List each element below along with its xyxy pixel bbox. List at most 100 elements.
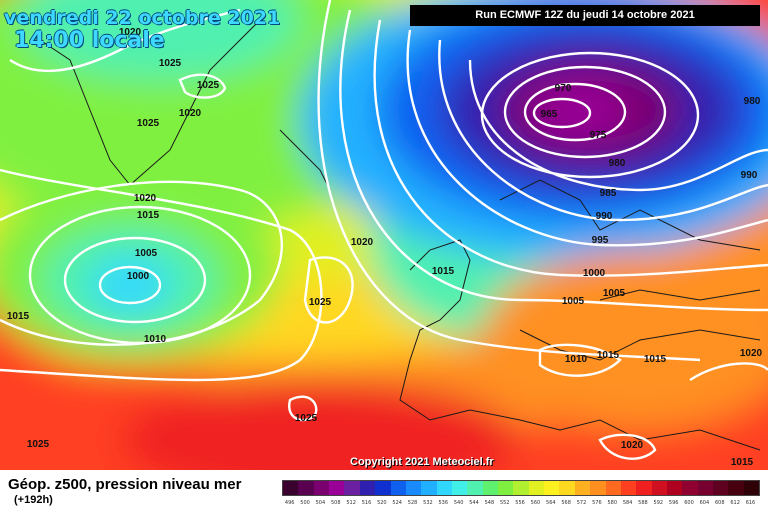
scale-swatch bbox=[329, 481, 345, 495]
coastlines bbox=[39, 19, 761, 451]
scale-label: 600 bbox=[684, 500, 694, 506]
scale-label: 532 bbox=[423, 500, 433, 506]
scale-swatch bbox=[498, 481, 514, 495]
isobar-labels: 1020 1025 1025 1020 1025 1020 1015 1005 … bbox=[7, 27, 763, 468]
scale-swatch bbox=[451, 481, 468, 495]
scale-swatch bbox=[651, 481, 667, 495]
scale-label: 496 bbox=[284, 500, 295, 506]
color-scale bbox=[282, 480, 760, 496]
isobar-label: 1025 bbox=[295, 413, 318, 424]
scale-label: 612 bbox=[730, 500, 740, 506]
scale-swatch bbox=[590, 481, 606, 495]
scale-swatch bbox=[513, 481, 529, 495]
scale-swatch bbox=[421, 481, 437, 495]
legend-subtitle: (+192h) bbox=[14, 494, 53, 506]
run-info: Run ECMWF 12Z du jeudi 14 octobre 2021 bbox=[410, 5, 760, 26]
isobar-label: 980 bbox=[609, 158, 626, 169]
scale-swatch bbox=[528, 481, 545, 495]
isobar-label: 1010 bbox=[144, 334, 167, 345]
isobar-label: 1025 bbox=[137, 118, 160, 129]
scale-swatch bbox=[283, 481, 299, 495]
isobar-label: 965 bbox=[541, 109, 558, 120]
isobar-label: 985 bbox=[600, 188, 617, 199]
scale-label: 604 bbox=[699, 500, 710, 506]
scale-swatch bbox=[620, 481, 637, 495]
scale-swatch bbox=[375, 481, 391, 495]
isobar-label: 1020 bbox=[179, 108, 202, 119]
scale-label: 592 bbox=[653, 500, 664, 506]
scale-swatch bbox=[313, 481, 330, 495]
scale-label: 596 bbox=[668, 500, 679, 506]
scale-swatch bbox=[574, 481, 591, 495]
scale-swatch bbox=[467, 481, 483, 495]
isobar-label: 1020 bbox=[119, 27, 142, 38]
scale-label: 588 bbox=[638, 500, 648, 506]
scale-label: 508 bbox=[330, 500, 341, 506]
scale-label: 584 bbox=[622, 500, 633, 506]
isobar-label: 1015 bbox=[597, 350, 620, 361]
isobar-label: 970 bbox=[555, 83, 572, 94]
scale-label: 516 bbox=[361, 500, 372, 506]
scale-label: 616 bbox=[745, 500, 756, 506]
copyright-text: Copyright 2021 Meteociel.fr bbox=[350, 456, 494, 468]
color-scale-labels: 496 500 504 508 512 516 520 524 528 532 536 540 544 5… bbox=[282, 500, 758, 510]
scale-label: 544 bbox=[469, 500, 479, 506]
scale-label: 520 bbox=[377, 500, 387, 506]
scale-swatch bbox=[666, 481, 683, 495]
scale-label: 540 bbox=[453, 500, 464, 506]
scale-label: 568 bbox=[561, 500, 571, 506]
scale-label: 608 bbox=[714, 500, 725, 506]
isobar-label: 1005 bbox=[562, 296, 585, 307]
scale-swatch bbox=[697, 481, 714, 495]
scale-label: 512 bbox=[346, 500, 356, 506]
scale-swatch bbox=[605, 481, 621, 495]
forecast-time: 14:00 locale bbox=[14, 28, 165, 53]
isobar-label: 1015 bbox=[644, 354, 667, 365]
isobar-label: 980 bbox=[744, 96, 761, 107]
isobar-label: 1020 bbox=[134, 193, 157, 204]
scale-swatch bbox=[390, 481, 406, 495]
isobar-label: 1020 bbox=[621, 440, 644, 451]
isobar-label: 1015 bbox=[7, 311, 30, 322]
isobar-label: 1025 bbox=[197, 80, 220, 91]
isobar-label: 1015 bbox=[432, 266, 455, 277]
scale-swatch bbox=[482, 481, 499, 495]
isobar-label: 995 bbox=[592, 235, 609, 246]
forecast-date: vendredi 22 octobre 2021 bbox=[4, 7, 281, 29]
isobar-label: 1010 bbox=[565, 354, 588, 365]
isobar-label: 1020 bbox=[351, 237, 374, 248]
scale-swatch bbox=[713, 481, 729, 495]
scale-label: 504 bbox=[315, 500, 326, 506]
scale-swatch bbox=[743, 481, 760, 495]
scale-swatch bbox=[344, 481, 360, 495]
scale-label: 556 bbox=[515, 500, 525, 506]
scale-swatch bbox=[682, 481, 698, 495]
isobar-label: 1005 bbox=[135, 248, 158, 259]
scale-label: 564 bbox=[546, 500, 556, 506]
scale-label: 576 bbox=[592, 500, 602, 506]
scale-label: 552 bbox=[499, 500, 510, 506]
scale-swatch bbox=[359, 481, 376, 495]
isobar-label: 990 bbox=[741, 170, 758, 181]
isobars bbox=[0, 0, 768, 459]
isobar-label: 1000 bbox=[127, 271, 150, 282]
isobar-label: 1025 bbox=[27, 439, 50, 450]
scale-label: 580 bbox=[607, 500, 617, 506]
scale-label: 524 bbox=[392, 500, 402, 506]
isobar-label: 1005 bbox=[603, 288, 626, 299]
isobar-label: 1025 bbox=[159, 58, 182, 69]
scale-swatch bbox=[405, 481, 422, 495]
scale-swatch bbox=[436, 481, 452, 495]
map-canvas: 1020 1025 1025 1020 1025 1020 1015 1005 … bbox=[0, 0, 768, 470]
scale-label: 560 bbox=[530, 500, 541, 506]
isobar-label: 1015 bbox=[137, 210, 160, 221]
scale-swatch bbox=[298, 481, 314, 495]
scale-swatch bbox=[636, 481, 652, 495]
isobar-label: 975 bbox=[590, 130, 607, 141]
weather-map: 1020 1025 1025 1020 1025 1020 1015 1005 … bbox=[0, 0, 768, 470]
scale-label: 572 bbox=[576, 500, 587, 506]
scale-label: 548 bbox=[484, 500, 495, 506]
legend-title: Géop. z500, pression niveau mer bbox=[8, 476, 242, 493]
isobar-label: 1000 bbox=[583, 268, 606, 279]
geopotential-field bbox=[0, 0, 768, 470]
